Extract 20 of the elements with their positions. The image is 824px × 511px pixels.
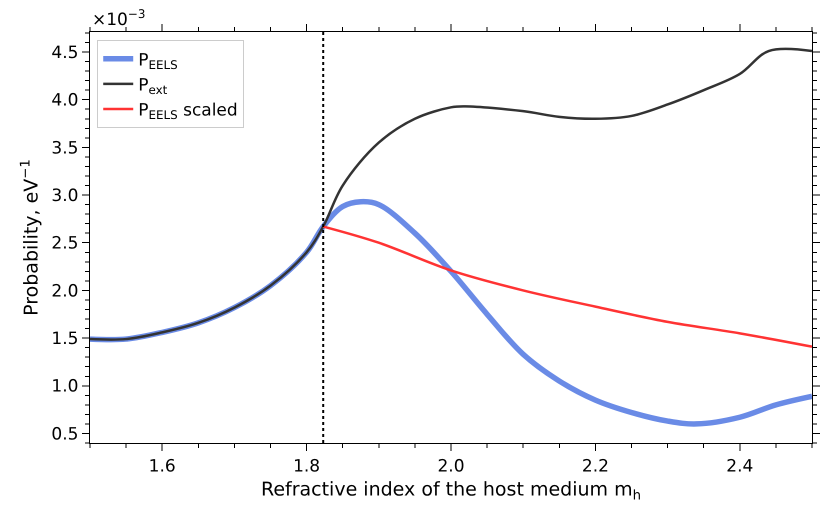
x-axis-title: Refractive index of the host medium m$_{h}$ bbox=[260, 478, 642, 504]
x-tick-label: 2.2 bbox=[582, 456, 609, 477]
y-tick-label: 4.0 bbox=[51, 90, 78, 111]
y-tick-label: 3.5 bbox=[51, 138, 78, 158]
y-tick-label: 1.0 bbox=[51, 376, 78, 397]
y-tick-label: 2.5 bbox=[51, 234, 78, 254]
y-tick-label: 4.5 bbox=[51, 42, 78, 63]
x-tick-label: 1.6 bbox=[148, 456, 176, 477]
legend-label: P$_{EELS}$ bbox=[138, 50, 178, 72]
line-series bbox=[322, 225, 812, 348]
legend-label: P$_{ext}$ bbox=[138, 76, 168, 98]
x-tick-label: 2.4 bbox=[726, 456, 754, 477]
y-tick-label: 0.5 bbox=[51, 424, 78, 444]
y-tick-label: 3.0 bbox=[51, 186, 78, 206]
legend-label: P$_{EELS}$ scaled bbox=[138, 100, 238, 122]
x-tick-label: 1.8 bbox=[293, 456, 320, 477]
y-tick-label: 1.5 bbox=[51, 329, 78, 350]
x-tick-label: 2.0 bbox=[437, 456, 465, 477]
y-tick-label: 2.0 bbox=[51, 281, 78, 302]
text: ×10$^{−3}$ bbox=[92, 7, 146, 30]
